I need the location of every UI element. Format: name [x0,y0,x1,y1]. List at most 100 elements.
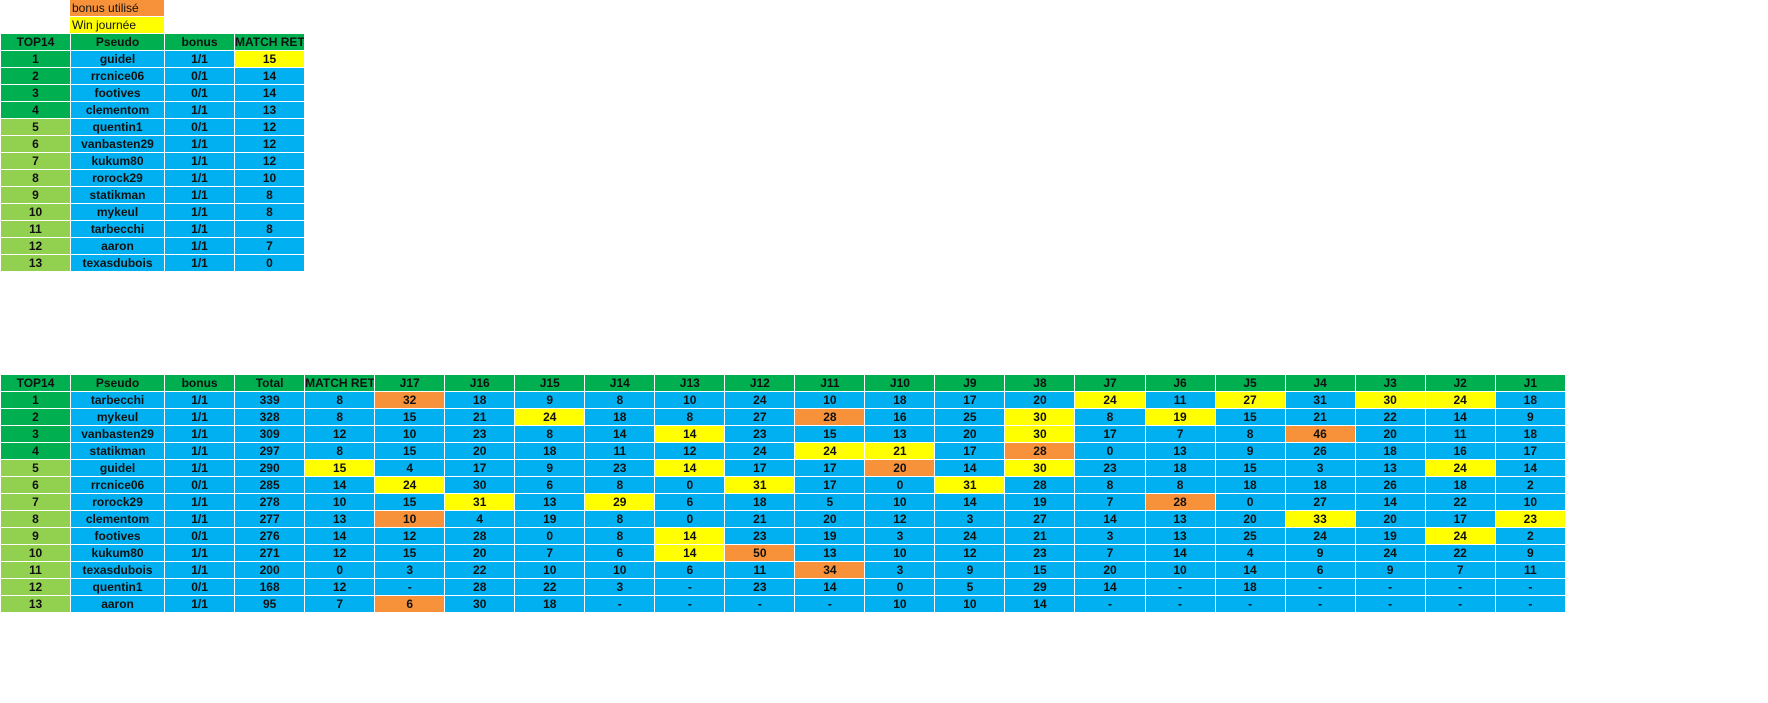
day-score-cell: 4 [444,510,516,528]
table-row: 4 clementom 1/1 13 [0,101,305,119]
column-header: J2 [1424,374,1496,392]
pseudo-cell: guidel [70,459,166,477]
day-score-cell: 6 [654,493,726,511]
rank-cell: 5 [0,118,71,136]
day-score-cell: - [374,578,446,596]
bonus-cell: 0/1 [164,118,235,136]
bonus-cell: 1/1 [164,493,236,511]
top-ranking-table: TOP14 Pseudo bonus MATCH RET 1 guidel 1/1 15 2 r… [0,33,305,272]
day-score-cell: 3 [864,527,936,545]
rank-cell: 13 [0,254,71,272]
day-score-cell: - [1144,595,1216,613]
day-score-cell: 9 [934,561,1006,579]
day-score-cell: 2 [1494,476,1567,494]
pseudo-cell: vanbasten29 [70,135,165,153]
day-score-cell: 22 [1424,544,1496,562]
day-score-cell: 18 [864,391,936,409]
column-header: bonus [164,374,236,392]
day-score-cell: 23 [1494,510,1567,528]
day-score-cell: - [1424,578,1496,596]
day-score-cell: 9 [514,391,586,409]
pseudo-cell: rorock29 [70,493,166,511]
day-score-cell: 7 [1144,425,1216,443]
day-score-cell: - [724,595,796,613]
rank-cell: 12 [0,578,72,596]
match-ret-cell: 15 [304,459,376,477]
day-score-cell: 18 [514,442,586,460]
bonus-cell: 1/1 [164,425,236,443]
day-score-cell: 20 [1004,391,1076,409]
day-score-cell: 20 [1074,561,1146,579]
bonus-cell: 1/1 [164,408,236,426]
day-score-cell: 18 [514,595,586,613]
day-score-cell: 0 [654,476,726,494]
match-ret-cell: 13 [304,510,376,528]
table-row: 9 footives 0/1 276 14 12 28 0 8 14 23 19 3 24 21 3 13 25 2… [0,527,1567,545]
rank-cell: 7 [0,493,72,511]
season-table-header: TOP14 Pseudo bonus Total MATCH RET J17 J16 J15 J… [0,374,1567,392]
day-score-cell: 18 [1354,442,1426,460]
total-cell: 328 [234,408,306,426]
total-cell: 95 [234,595,306,613]
bonus-cell: 0/1 [164,476,236,494]
day-score-cell: 13 [1144,527,1216,545]
day-score-cell: 3 [1074,527,1146,545]
match-ret-cell: 10 [304,493,376,511]
match-ret-cell: 15 [234,50,305,68]
table-row: 8 clementom 1/1 277 13 10 4 19 8 0 21 20 12 3 27 14 13 20… [0,510,1567,528]
day-score-cell: 15 [1214,459,1286,477]
match-ret-cell: 12 [304,544,376,562]
day-score-cell: 8 [1074,408,1146,426]
day-score-cell: 26 [1354,476,1426,494]
day-score-cell: 9 [1494,544,1567,562]
day-score-cell: 0 [654,510,726,528]
table-row: 11 texasdubois 1/1 200 0 3 22 10 10 6 11 34 3 9 15 20 10… [0,561,1567,579]
day-score-cell: 28 [1144,493,1216,511]
column-header: J9 [934,374,1006,392]
match-ret-cell: 8 [234,186,305,204]
column-header: J7 [1074,374,1146,392]
rank-cell: 1 [0,391,72,409]
bonus-cell: 1/1 [164,203,235,221]
table-row: 6 rrcnice06 0/1 285 14 24 30 6 8 0 31 17 0 31 28 8 8 18 18… [0,476,1567,494]
table-row: 7 kukum80 1/1 12 [0,152,305,170]
column-header: J11 [794,374,866,392]
day-score-cell: 11 [584,442,656,460]
day-score-cell: 7 [514,544,586,562]
bonus-cell: 1/1 [164,101,235,119]
day-score-cell: 10 [654,391,726,409]
day-score-cell: - [654,578,726,596]
day-score-cell: 20 [1354,425,1426,443]
table-row: 3 footives 0/1 14 [0,84,305,102]
day-score-cell: 17 [444,459,516,477]
day-score-cell: 15 [374,493,446,511]
total-cell: 168 [234,578,306,596]
day-score-cell: 30 [1004,408,1076,426]
table-row: 1 guidel 1/1 15 [0,50,305,68]
day-score-cell: 27 [724,408,796,426]
day-score-cell: 8 [1144,476,1216,494]
match-ret-cell: 0 [234,254,305,272]
day-score-cell: 46 [1284,425,1356,443]
day-score-cell: 15 [794,425,866,443]
day-score-cell: 19 [1354,527,1426,545]
day-score-cell: 4 [374,459,446,477]
day-score-cell: 24 [1354,544,1426,562]
day-score-cell: - [1424,595,1496,613]
table-row: 12 quentin1 0/1 168 12-28 22 3-23 14 0 5 29 14-18- -… [0,578,1567,596]
rank-cell: 9 [0,527,72,545]
bonus-cell: 1/1 [164,220,235,238]
bonus-cell: 1/1 [164,254,235,272]
day-score-cell: - [1074,595,1146,613]
pseudo-cell: footives [70,84,165,102]
pseudo-cell: statikman [70,186,165,204]
day-score-cell: 31 [934,476,1006,494]
day-score-cell: 27 [1214,391,1286,409]
day-score-cell: 24 [934,527,1006,545]
day-score-cell: 11 [1494,561,1567,579]
pseudo-cell: guidel [70,50,165,68]
day-score-cell: 3 [374,561,446,579]
day-score-cell: 17 [1494,442,1567,460]
day-score-cell: 19 [1144,408,1216,426]
pseudo-cell: quentin1 [70,578,166,596]
